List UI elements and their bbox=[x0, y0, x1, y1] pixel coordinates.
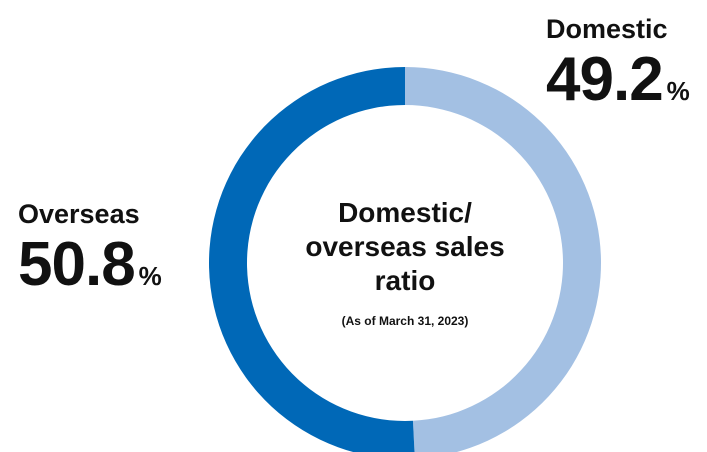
overseas-slice-label: Overseas 50.8% bbox=[18, 201, 162, 296]
overseas-label-text: Overseas bbox=[18, 199, 140, 229]
chart-subtitle: (As of March 31, 2023) bbox=[341, 314, 469, 328]
overseas-value: 50.8% bbox=[18, 234, 162, 296]
overseas-percent-sign: % bbox=[138, 261, 162, 291]
domestic-value-number: 49.2 bbox=[546, 45, 664, 114]
chart-title: Domestic/ overseas sales ratio bbox=[305, 197, 505, 296]
domestic-slice-label: Domestic 49.2% bbox=[546, 16, 690, 111]
domestic-value: 49.2% bbox=[546, 49, 690, 111]
domestic-label-text: Domestic bbox=[546, 14, 668, 44]
slice-overseas bbox=[209, 67, 415, 452]
slice-domestic bbox=[405, 67, 601, 452]
domestic-percent-sign: % bbox=[666, 76, 690, 106]
overseas-value-number: 50.8 bbox=[18, 230, 136, 299]
